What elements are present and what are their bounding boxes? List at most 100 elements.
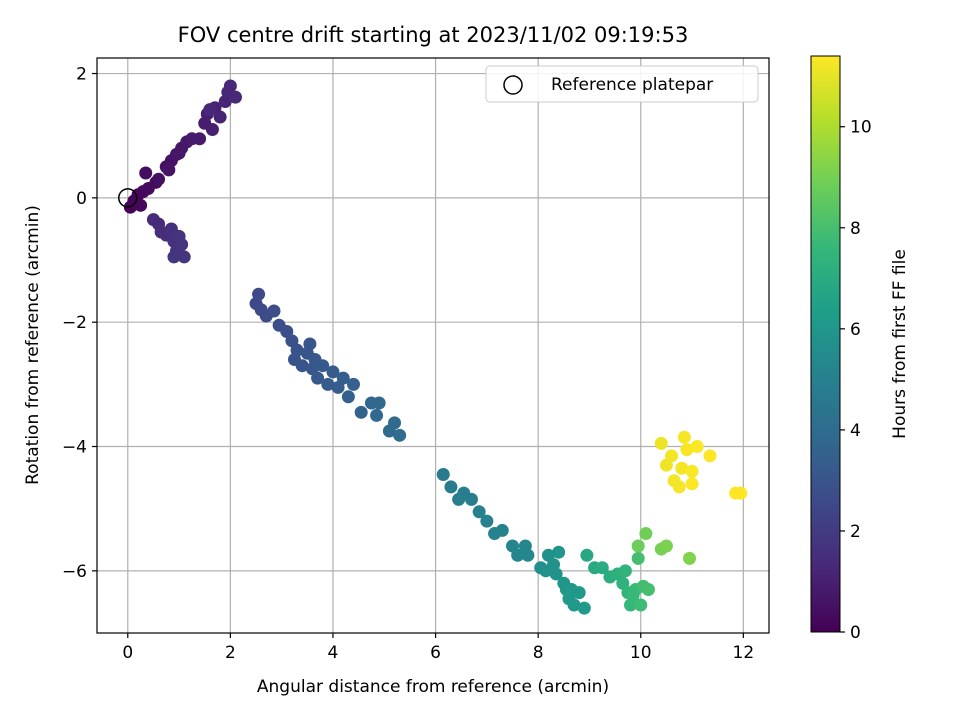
data-point xyxy=(577,601,591,615)
data-point xyxy=(252,287,266,301)
y-tick-label: −4 xyxy=(62,438,87,458)
data-point xyxy=(177,250,191,264)
x-tick-label: 6 xyxy=(430,643,441,663)
data-points xyxy=(123,79,748,615)
data-point xyxy=(595,561,609,575)
data-point xyxy=(549,567,563,581)
chart-title: FOV centre drift starting at 2023/11/02 … xyxy=(178,23,689,47)
data-point xyxy=(495,523,509,537)
data-point xyxy=(734,486,748,500)
data-point xyxy=(393,428,407,442)
colorbar-tick-label: 0 xyxy=(850,623,861,643)
y-tick-label: −6 xyxy=(62,562,87,582)
data-point xyxy=(641,582,655,596)
data-point xyxy=(172,146,186,160)
y-axis-ticks: −6 −4 −2 0 2 xyxy=(62,65,97,582)
data-point xyxy=(511,548,525,562)
data-point xyxy=(444,480,458,494)
data-point xyxy=(139,166,153,180)
x-tick-label: 10 xyxy=(630,643,652,663)
data-point xyxy=(167,250,181,264)
colorbar: 0 2 4 6 8 10 Hours from first FF file xyxy=(810,55,910,643)
colorbar-label: Hours from first FF file xyxy=(890,249,910,439)
data-point xyxy=(480,514,494,528)
data-point xyxy=(472,505,486,519)
legend-box xyxy=(485,65,759,103)
colorbar-tick-label: 8 xyxy=(850,219,861,239)
data-point xyxy=(565,582,579,596)
data-point xyxy=(659,539,673,553)
colorbar-ticks: 0 2 4 6 8 10 xyxy=(840,118,872,643)
data-point xyxy=(677,430,691,444)
data-point xyxy=(703,449,717,463)
data-point xyxy=(205,122,219,136)
data-point xyxy=(464,492,478,506)
data-point xyxy=(321,377,335,391)
colorbar-tick-label: 6 xyxy=(850,320,861,340)
data-point xyxy=(267,304,281,318)
axes-frame xyxy=(96,57,770,634)
data-point xyxy=(203,103,217,117)
reference-marker xyxy=(118,188,138,208)
data-point xyxy=(152,172,166,186)
data-point xyxy=(311,371,325,385)
colorbar-tick-label: 10 xyxy=(850,118,872,138)
data-point xyxy=(326,365,340,379)
data-point xyxy=(672,480,686,494)
data-point xyxy=(436,467,450,481)
x-tick-label: 0 xyxy=(122,643,133,663)
x-tick-label: 8 xyxy=(533,643,544,663)
data-point xyxy=(634,598,648,612)
data-point xyxy=(162,163,176,177)
data-point xyxy=(685,477,699,491)
data-point xyxy=(193,132,207,146)
data-point xyxy=(172,229,186,243)
legend-marker-icon xyxy=(503,75,523,95)
data-point xyxy=(370,408,384,422)
y-axis-label: Rotation from reference (arcmin) xyxy=(23,205,43,485)
data-point xyxy=(213,110,227,124)
data-point xyxy=(303,337,317,351)
legend-label: Reference platepar xyxy=(551,75,713,95)
plot-area: 0 2 4 6 8 10 12 −6 −4 −2 0 2 xyxy=(62,57,770,663)
data-point xyxy=(521,548,535,562)
legend: Reference platepar xyxy=(485,65,759,103)
data-point xyxy=(685,464,699,478)
colorbar-gradient xyxy=(810,55,841,633)
grid-lines xyxy=(97,58,769,633)
colorbar-tick-label: 4 xyxy=(850,421,861,441)
data-point xyxy=(134,198,148,212)
data-point xyxy=(567,598,581,612)
y-tick-label: 0 xyxy=(76,189,87,209)
data-point xyxy=(682,551,696,565)
data-point xyxy=(680,443,694,457)
data-point xyxy=(229,90,243,104)
data-point xyxy=(631,539,645,553)
data-point xyxy=(372,396,386,410)
data-point xyxy=(675,461,689,475)
colorbar-tick-label: 2 xyxy=(850,522,861,542)
x-axis-label: Angular distance from reference (arcmin) xyxy=(257,677,609,697)
data-point xyxy=(639,527,653,541)
data-point xyxy=(654,436,668,450)
x-tick-label: 4 xyxy=(328,643,339,663)
data-point xyxy=(631,551,645,565)
data-point xyxy=(618,564,632,578)
x-tick-label: 2 xyxy=(225,643,236,663)
data-point xyxy=(346,377,360,391)
data-point xyxy=(223,79,237,93)
y-tick-label: −2 xyxy=(62,313,87,333)
data-point xyxy=(336,371,350,385)
data-point xyxy=(690,440,704,454)
x-axis-ticks: 0 2 4 6 8 10 12 xyxy=(122,633,754,663)
data-point xyxy=(552,545,566,559)
data-point xyxy=(341,390,355,404)
data-point xyxy=(354,405,368,419)
data-point xyxy=(308,352,322,366)
x-tick-label: 12 xyxy=(733,643,755,663)
data-point xyxy=(388,416,402,430)
y-tick-label: 2 xyxy=(76,65,87,85)
data-point xyxy=(626,589,640,603)
data-point xyxy=(665,449,679,463)
